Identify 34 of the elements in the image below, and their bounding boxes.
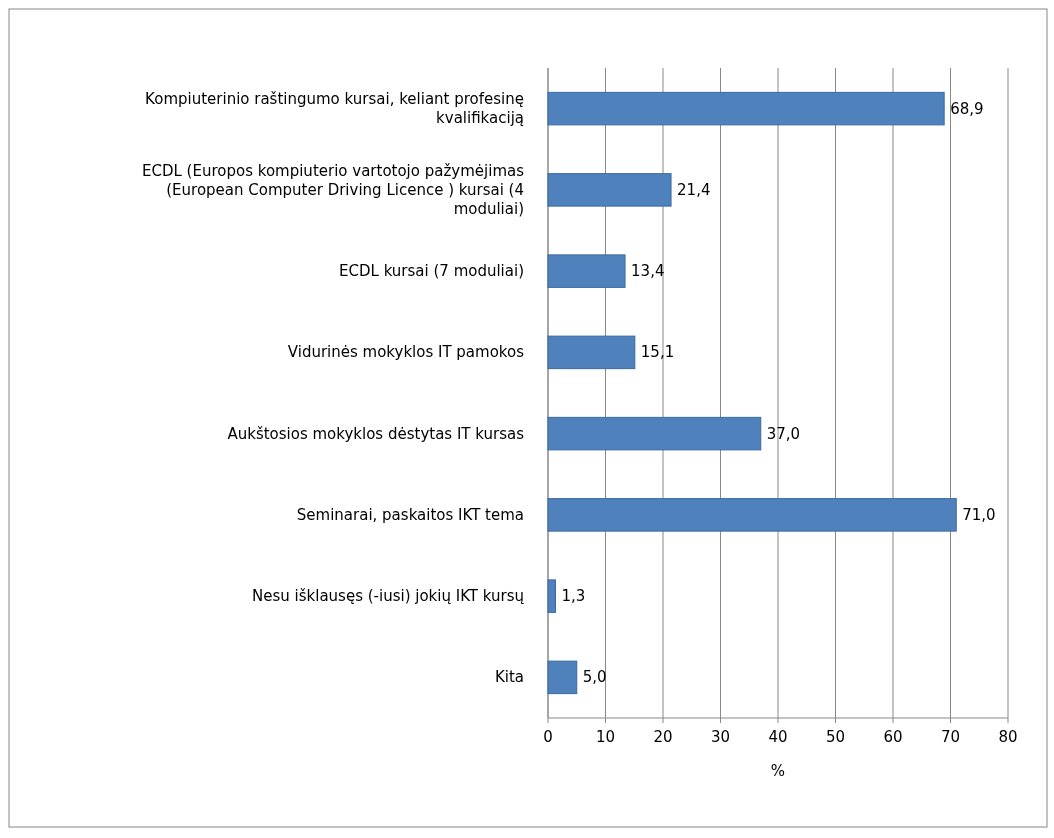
y-tick-label: Vidurinės mokyklos IT pamokos — [287, 343, 525, 362]
bar — [547, 498, 957, 532]
data-label: 71,0 — [962, 505, 996, 524]
bar — [547, 579, 556, 613]
x-tick-label: 0 — [543, 728, 553, 746]
data-label: 13,4 — [631, 262, 665, 281]
data-label: 68,9 — [950, 99, 984, 118]
data-label: 15,1 — [640, 343, 675, 362]
bar — [547, 173, 672, 207]
x-tick-label: 30 — [710, 728, 731, 746]
x-tick-label: 70 — [940, 728, 961, 746]
data-label: 1,3 — [561, 587, 586, 606]
x-tick-label: 80 — [998, 728, 1018, 746]
y-tick-label: Seminarai, paskaitos IKT tema — [296, 505, 524, 524]
bar — [547, 660, 578, 695]
bar — [547, 91, 945, 126]
data-label: 5,0 — [582, 668, 607, 687]
y-tick-label: Kompiuterinio raštingumo kursai, keliant profesinę kvalifikaciją — [145, 90, 524, 128]
bar — [547, 335, 636, 370]
bar — [547, 254, 626, 288]
x-tick-label: 50 — [825, 728, 846, 746]
data-label: 21,4 — [677, 180, 711, 199]
bar — [547, 416, 762, 451]
y-tick-label: Nesu išklausęs (-iusi) jokių IKT kursų — [252, 587, 525, 606]
data-label: 37,0 — [766, 424, 801, 443]
y-tick-label: Aukštosios mokyklos dėstytas IT kursas — [227, 424, 525, 443]
y-tick-label: ECDL (Europos kompiuterio vartotojo pažymėjimas (European Computer Driving Licence ) kursai (4 moduliai) — [141, 161, 525, 218]
x-tick-label: 10 — [595, 728, 616, 746]
x-tick-label: 40 — [768, 728, 788, 746]
x-tick-label: 20 — [653, 728, 673, 746]
x-axis-title: % — [770, 762, 786, 780]
y-tick-label: Kita — [494, 668, 524, 687]
y-tick-label: ECDL kursai (7 moduliai) — [339, 262, 524, 281]
x-tick-label: 60 — [883, 728, 903, 746]
